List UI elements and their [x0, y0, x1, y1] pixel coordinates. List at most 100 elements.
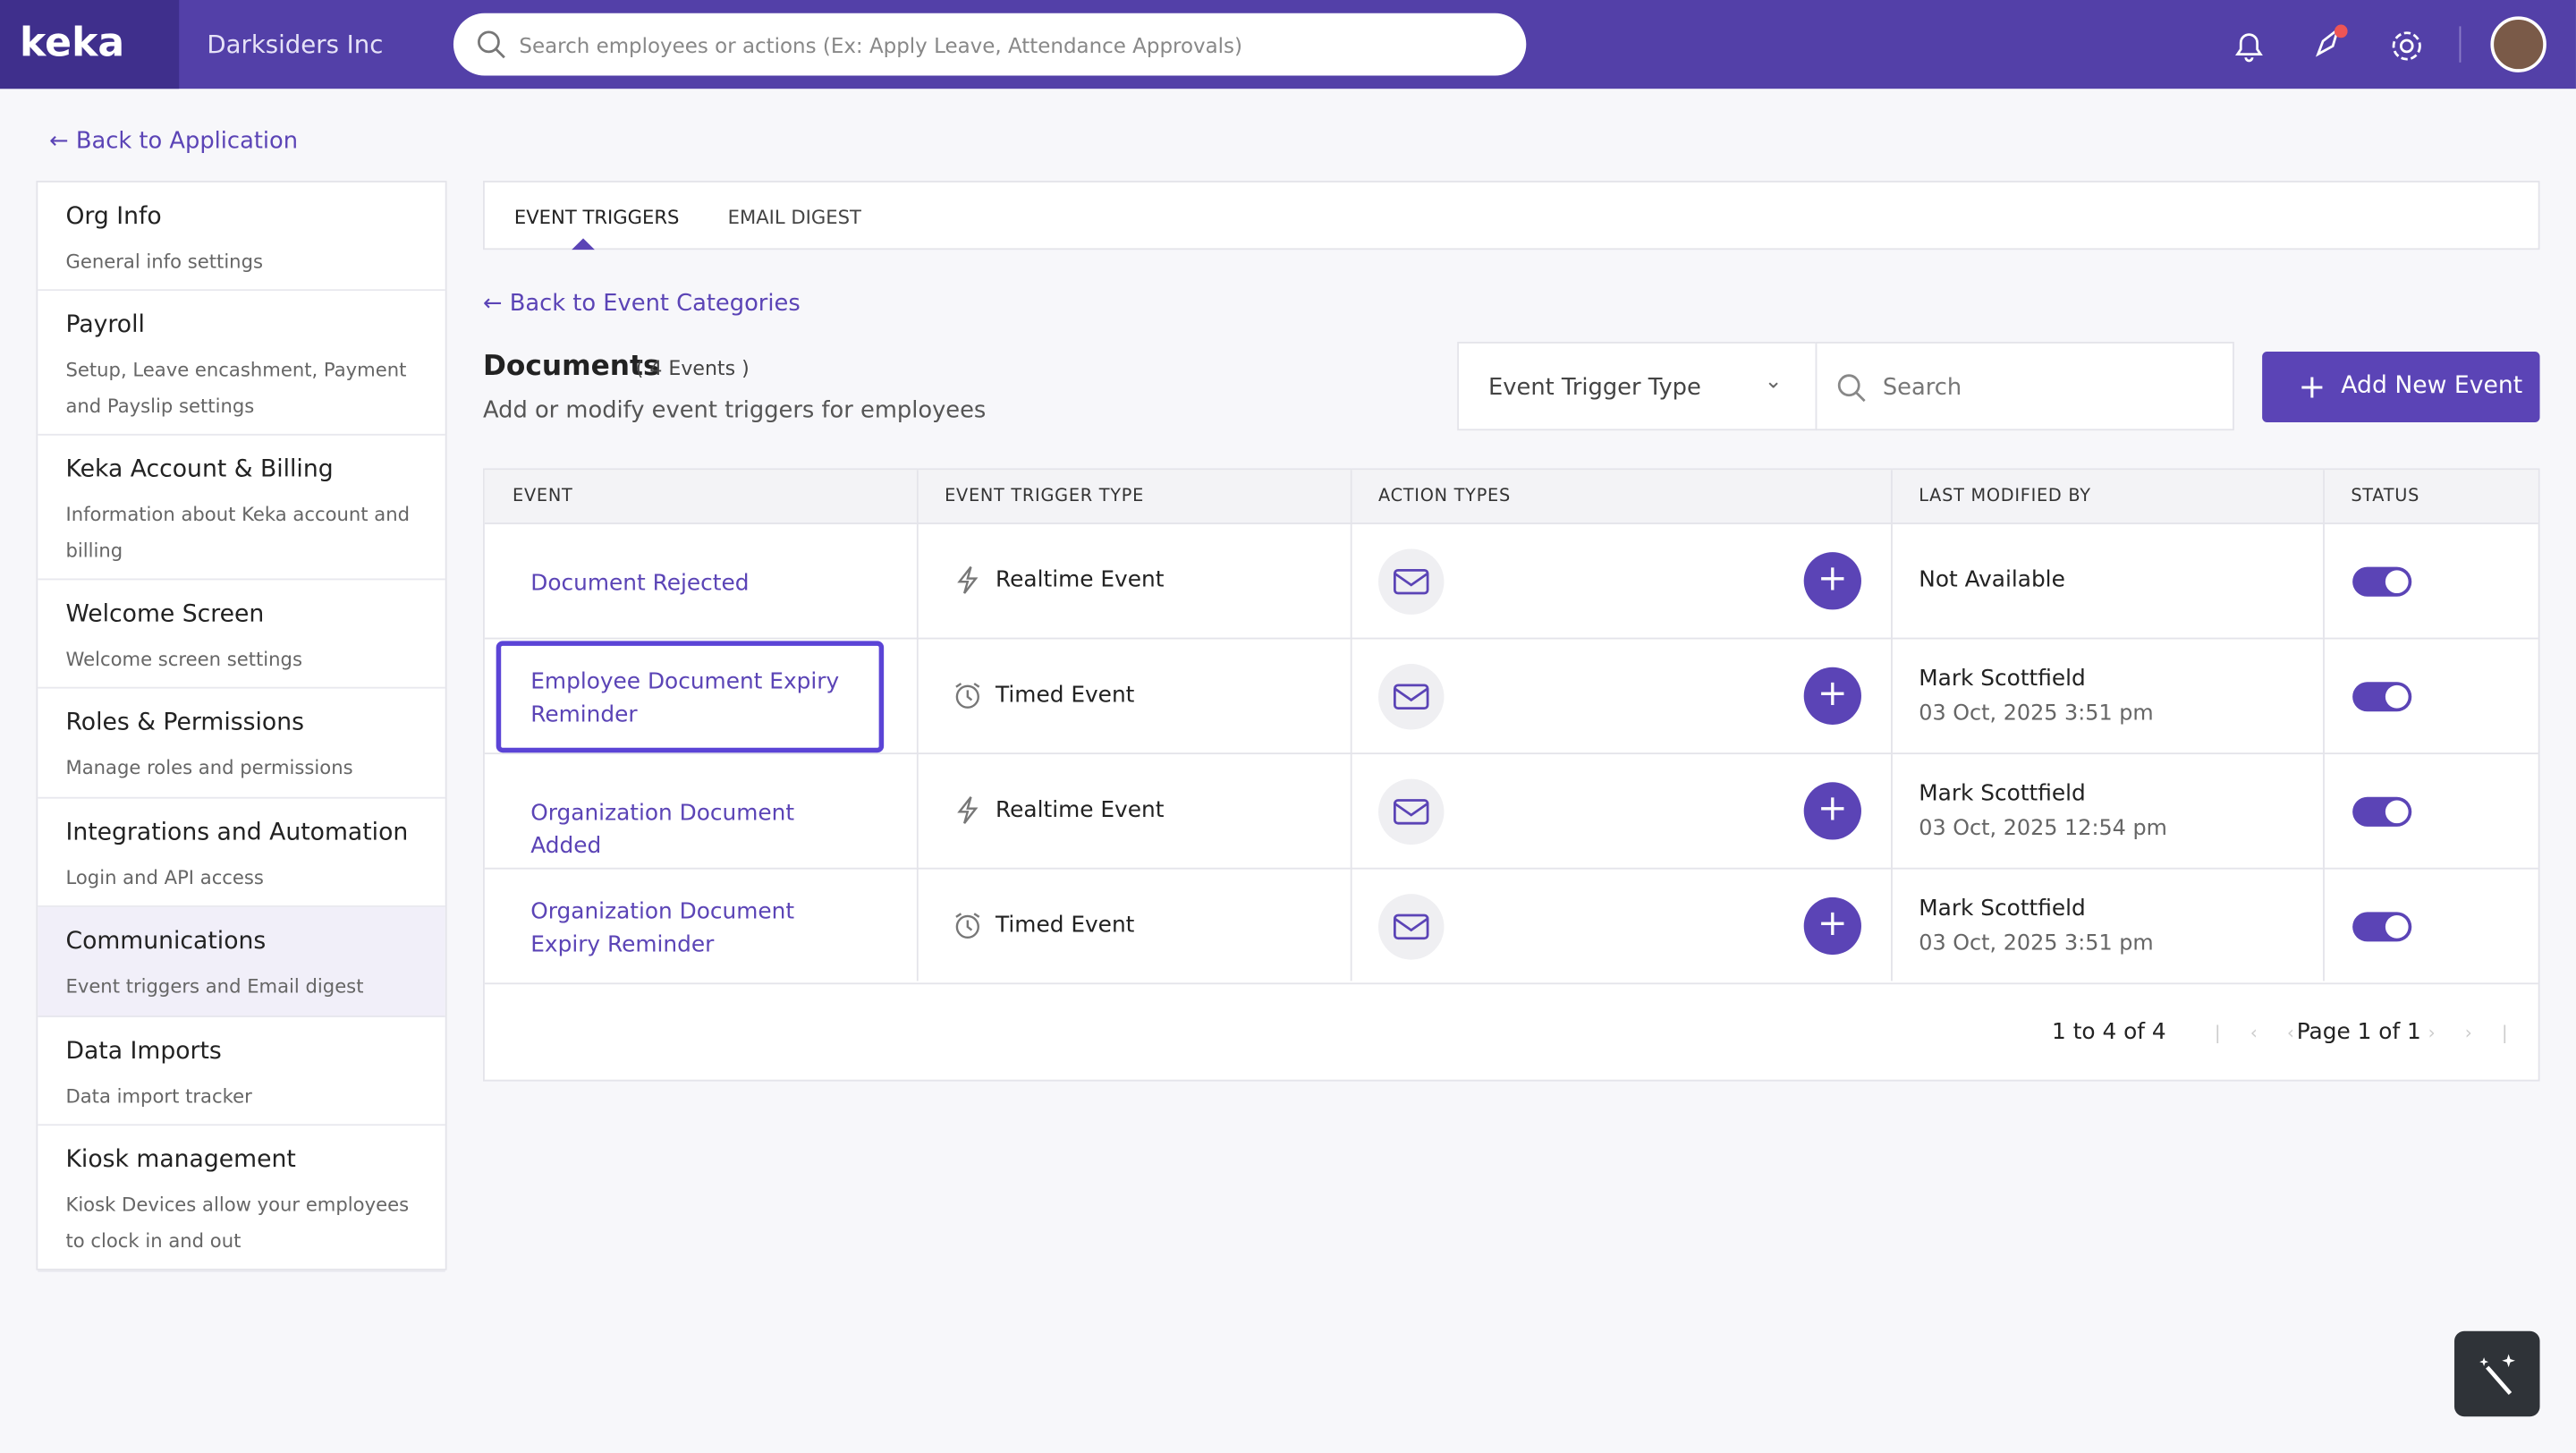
sidebar-desc: Information about Keka account and billi…	[65, 497, 427, 569]
page-nav: ››|	[2428, 1022, 2538, 1043]
add-button[interactable]: + Add New Event	[2262, 352, 2539, 422]
sidebar-title: Welcome Screen	[65, 601, 264, 627]
column-divider	[1891, 470, 1893, 981]
trigger-type: Realtime Event	[996, 567, 1164, 593]
row-divider	[485, 982, 2538, 984]
plus: +	[2299, 367, 2326, 406]
page-label: Page 1 of 1	[2297, 1019, 2421, 1045]
search-icon	[1836, 373, 1866, 409]
sidebar-item[interactable]: Org Info General info settings	[38, 183, 445, 291]
toggle-knob	[2385, 800, 2409, 823]
column-header: ACTION TYPES	[1378, 487, 1511, 506]
sidebar-desc: General info settings	[65, 243, 427, 279]
add-action[interactable]: +	[1804, 667, 1861, 725]
global-search[interactable]: Search employees or actions (Ex: Apply L…	[453, 13, 1526, 76]
column-divider	[917, 470, 919, 981]
clock-icon	[953, 680, 982, 716]
event-link[interactable]: Document Rejected	[530, 567, 868, 600]
event-link[interactable]: Organization Document Expiry Reminder	[530, 896, 868, 961]
modified-by: Mark Scottfield	[1919, 666, 2086, 692]
event-link[interactable]: Organization Document Added	[530, 797, 868, 862]
sidebar-title: Communications	[65, 929, 266, 955]
company-name[interactable]: Darksiders Inc	[207, 30, 383, 59]
divider	[2460, 26, 2462, 62]
row-divider	[485, 868, 2538, 870]
filter-label: Event Trigger Type	[1488, 375, 1701, 401]
tab[interactable]: EVENT TRIGGERS	[514, 206, 680, 229]
section-count: ( 4 Events )	[636, 357, 750, 380]
search-box[interactable]: Search	[1816, 342, 2234, 430]
back-categories[interactable]: ← Back to Event Categories	[483, 291, 801, 317]
search-placeholder: Search employees or actions (Ex: Apply L…	[519, 33, 1242, 58]
tab-indicator	[572, 238, 595, 250]
sidebar-desc: Kiosk Devices allow your employees to cl…	[65, 1186, 427, 1259]
toggle-knob	[2385, 685, 2409, 709]
sidebar-title: Org Info	[65, 204, 161, 230]
logo[interactable]: keka	[20, 20, 124, 65]
table: EVENT EVENT TRIGGER TYPE ACTION TYPES LAST …	[483, 468, 2540, 1081]
trigger-type: Timed Event	[996, 682, 1134, 708]
trigger-type: Realtime Event	[996, 797, 1164, 823]
sidebar-item[interactable]: Keka Account & Billing Information about …	[38, 436, 445, 581]
filter-dropdown[interactable]: Event Trigger Type ⌄	[1457, 342, 1817, 430]
page-range: 1 to 4 of 4	[2052, 1019, 2166, 1045]
modified-by: Not Available	[1919, 567, 2065, 593]
row-divider	[485, 638, 2538, 640]
modified-by: Mark Scottfield	[1919, 896, 2086, 922]
sidebar-item[interactable]: Communications Event triggers and Email d…	[38, 907, 445, 1017]
back-link[interactable]: ← Back to Application	[49, 128, 298, 154]
tab[interactable]: EMAIL DIGEST	[728, 206, 861, 229]
sidebar-title: Roles & Permissions	[65, 710, 303, 735]
chevron: ⌄	[1765, 370, 1783, 395]
add-action[interactable]: +	[1804, 782, 1861, 839]
sidebar-title: Kiosk management	[65, 1147, 295, 1173]
bell-icon[interactable]	[2231, 28, 2267, 71]
column-header: LAST MODIFIED BY	[1919, 487, 2091, 506]
column-header: EVENT TRIGGER TYPE	[945, 487, 1144, 506]
sidebar-title: Payroll	[65, 312, 144, 338]
avatar[interactable]	[2490, 16, 2546, 72]
add-action[interactable]: +	[1804, 552, 1861, 609]
row-divider	[485, 752, 2538, 754]
status-toggle[interactable]	[2352, 797, 2411, 827]
sidebar-title: Integrations and Automation	[65, 820, 408, 846]
email-icon[interactable]	[1378, 779, 1444, 845]
sidebar-item[interactable]: Roles & Permissions Manage roles and perm…	[38, 689, 445, 799]
sidebar-item[interactable]: Payroll Setup, Leave encashment, Payment …	[38, 291, 445, 436]
email-icon[interactable]	[1378, 894, 1444, 959]
sidebar-item[interactable]: Welcome Screen Welcome screen settings	[38, 580, 445, 688]
sidebar-item[interactable]: Integrations and AutomationLogin and API…	[38, 799, 445, 907]
tabs: EVENT TRIGGERS EMAIL DIGEST	[483, 181, 2540, 250]
sidebar-title: Keka Account & Billing	[65, 457, 333, 483]
modified-at: 03 Oct, 2025 3:51 pm	[1919, 701, 2153, 726]
toggle-knob	[2385, 570, 2409, 593]
sidebar-desc: Event triggers and Email digest	[65, 968, 427, 1004]
sidebar-desc: Manage roles and permissions	[65, 750, 427, 786]
sidebar-desc: Setup, Leave encashment, Payment and Pay…	[65, 352, 427, 424]
status-toggle[interactable]	[2352, 567, 2411, 597]
table-header	[485, 470, 2538, 524]
bolt-icon	[953, 795, 982, 831]
settings-icon[interactable]	[2389, 28, 2425, 71]
sidebar-item[interactable]: Kiosk management Kiosk Devices allow your…	[38, 1126, 445, 1271]
add-label: Add New Event	[2341, 373, 2522, 399]
email-icon[interactable]	[1378, 548, 1444, 614]
sidebar-desc: Welcome screen settings	[65, 641, 427, 676]
status-toggle[interactable]	[2352, 912, 2411, 941]
sidebar-item[interactable]: Data Imports Data import tracker	[38, 1017, 445, 1126]
magic-button[interactable]	[2454, 1331, 2540, 1417]
column-header: EVENT	[513, 487, 572, 506]
toggle-knob	[2385, 915, 2409, 939]
sidebar-title: Data Imports	[65, 1039, 221, 1065]
search-icon	[477, 30, 506, 65]
modified-at: 03 Oct, 2025 3:51 pm	[1919, 931, 2153, 956]
sidebar: Org Info General info settings Payroll Setu…	[36, 181, 446, 1270]
status-toggle[interactable]	[2352, 682, 2411, 711]
add-action[interactable]: +	[1804, 897, 1861, 955]
event-link[interactable]: Employee Document Expiry Reminder	[530, 666, 868, 731]
email-icon[interactable]	[1378, 664, 1444, 729]
rocket-icon[interactable]	[2309, 25, 2348, 71]
sidebar-desc: Data import tracker	[65, 1078, 427, 1114]
clock-icon	[953, 911, 982, 947]
